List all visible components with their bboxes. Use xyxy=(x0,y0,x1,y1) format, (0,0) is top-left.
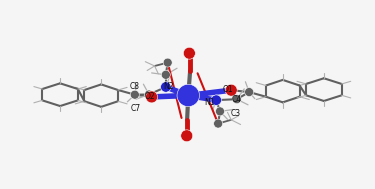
Ellipse shape xyxy=(130,90,139,99)
Text: C4: C4 xyxy=(232,95,242,104)
Text: C7: C7 xyxy=(130,104,140,113)
Ellipse shape xyxy=(146,91,158,103)
Ellipse shape xyxy=(216,107,225,116)
Ellipse shape xyxy=(177,84,200,107)
Ellipse shape xyxy=(225,84,237,96)
Text: O2: O2 xyxy=(145,92,156,101)
Text: C3: C3 xyxy=(230,109,240,118)
Text: C8: C8 xyxy=(129,82,140,91)
Ellipse shape xyxy=(160,82,171,92)
Ellipse shape xyxy=(232,95,241,104)
Text: N2: N2 xyxy=(163,82,173,91)
Ellipse shape xyxy=(244,88,254,97)
Ellipse shape xyxy=(182,131,192,141)
Ellipse shape xyxy=(181,130,193,142)
Ellipse shape xyxy=(161,70,170,79)
Text: N1: N1 xyxy=(204,98,214,107)
Ellipse shape xyxy=(163,58,172,67)
Ellipse shape xyxy=(184,48,195,58)
Ellipse shape xyxy=(183,47,195,59)
Text: O1: O1 xyxy=(222,85,233,94)
Ellipse shape xyxy=(214,119,223,128)
Ellipse shape xyxy=(144,90,153,99)
Ellipse shape xyxy=(211,95,222,105)
